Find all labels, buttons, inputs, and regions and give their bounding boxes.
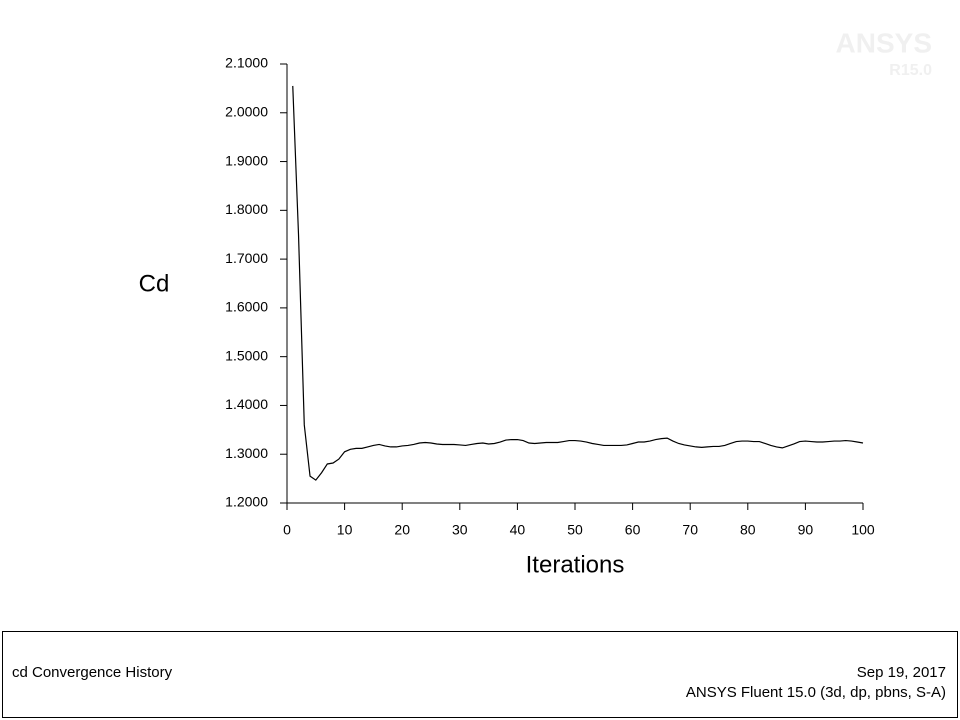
series-line [292, 85, 864, 481]
footer-solver: ANSYS Fluent 15.0 (3d, dp, pbns, S-A) [686, 684, 946, 701]
x-tick-label: 100 [851, 522, 875, 538]
x-tick-label: 90 [798, 522, 814, 538]
y-tick-label: 2.1000 [225, 55, 268, 71]
x-tick-label: 50 [567, 522, 583, 538]
x-tick-label: 60 [625, 522, 641, 538]
x-tick-label: 0 [283, 522, 291, 538]
footer-title: cd Convergence History [12, 664, 173, 681]
x-tick-label: 10 [337, 522, 353, 538]
x-axis-title: Iterations [526, 551, 625, 578]
logo-name: ANSYS [836, 27, 932, 58]
y-tick-label: 1.5000 [225, 347, 268, 363]
y-axis-title: Cd [139, 270, 170, 297]
y-tick-label: 1.7000 [225, 250, 268, 266]
x-tick-label: 40 [510, 522, 526, 538]
y-tick-label: 1.3000 [225, 445, 268, 461]
footer-date: Sep 19, 2017 [857, 664, 946, 681]
logo-release: R15.0 [889, 62, 932, 79]
y-tick-label: 1.4000 [225, 396, 268, 412]
y-tick-label: 1.2000 [225, 494, 268, 510]
x-tick-label: 30 [452, 522, 468, 538]
footer-box [2, 631, 958, 718]
x-tick-label: 80 [740, 522, 756, 538]
y-tick-label: 2.0000 [225, 103, 268, 119]
x-tick-label: 20 [394, 522, 410, 538]
x-tick-label: 70 [682, 522, 698, 538]
y-tick-label: 1.9000 [225, 152, 268, 168]
y-tick-label: 1.8000 [225, 201, 268, 217]
y-tick-label: 1.6000 [225, 299, 268, 315]
